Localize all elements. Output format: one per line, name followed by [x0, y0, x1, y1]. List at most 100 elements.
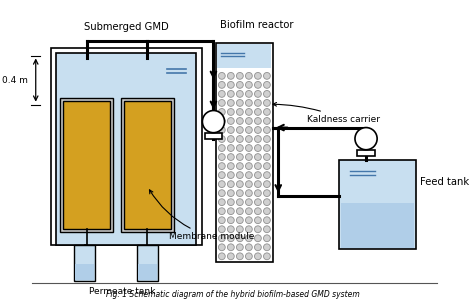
Text: 0.4 m: 0.4 m — [2, 76, 28, 84]
Circle shape — [228, 235, 234, 242]
Circle shape — [255, 253, 261, 260]
Circle shape — [219, 109, 225, 115]
Circle shape — [255, 109, 261, 115]
Bar — [217, 45, 272, 68]
Bar — [124, 101, 171, 229]
Bar — [341, 203, 414, 248]
Circle shape — [237, 81, 243, 88]
Circle shape — [246, 118, 252, 124]
Circle shape — [228, 172, 234, 178]
Circle shape — [219, 253, 225, 260]
Circle shape — [255, 235, 261, 242]
Bar — [51, 48, 201, 245]
Circle shape — [237, 235, 243, 242]
Circle shape — [255, 244, 261, 251]
Circle shape — [228, 81, 234, 88]
Circle shape — [237, 136, 243, 142]
Circle shape — [237, 154, 243, 161]
Circle shape — [264, 118, 270, 124]
Circle shape — [255, 81, 261, 88]
Circle shape — [264, 217, 270, 223]
Circle shape — [237, 244, 243, 251]
Circle shape — [264, 199, 270, 206]
Circle shape — [246, 99, 252, 106]
Circle shape — [219, 190, 225, 196]
Circle shape — [237, 109, 243, 115]
Circle shape — [237, 226, 243, 233]
Circle shape — [246, 81, 252, 88]
Circle shape — [228, 72, 234, 79]
Circle shape — [264, 91, 270, 97]
Circle shape — [237, 163, 243, 169]
Bar — [75, 264, 94, 280]
Circle shape — [219, 145, 225, 151]
Circle shape — [264, 99, 270, 106]
Circle shape — [219, 99, 225, 106]
Circle shape — [264, 190, 270, 196]
Circle shape — [237, 217, 243, 223]
Circle shape — [219, 199, 225, 206]
Circle shape — [246, 136, 252, 142]
Circle shape — [219, 126, 225, 134]
Circle shape — [237, 190, 243, 196]
Text: Biofilm reactor: Biofilm reactor — [220, 20, 294, 30]
Circle shape — [219, 181, 225, 188]
Circle shape — [246, 217, 252, 223]
Circle shape — [228, 109, 234, 115]
Circle shape — [255, 126, 261, 134]
Circle shape — [246, 145, 252, 151]
Circle shape — [255, 136, 261, 142]
Circle shape — [228, 244, 234, 251]
Circle shape — [255, 145, 261, 151]
Circle shape — [264, 253, 270, 260]
Circle shape — [246, 126, 252, 134]
Circle shape — [246, 226, 252, 233]
Circle shape — [246, 172, 252, 178]
Bar — [61, 98, 113, 232]
Circle shape — [228, 163, 234, 169]
Circle shape — [264, 163, 270, 169]
Circle shape — [246, 253, 252, 260]
Circle shape — [246, 91, 252, 97]
Circle shape — [219, 163, 225, 169]
Circle shape — [264, 226, 270, 233]
Circle shape — [219, 91, 225, 97]
Circle shape — [228, 181, 234, 188]
Text: Submerged GMD: Submerged GMD — [84, 22, 168, 32]
Circle shape — [246, 72, 252, 79]
Circle shape — [355, 128, 377, 150]
Bar — [339, 160, 416, 250]
Circle shape — [219, 235, 225, 242]
Bar — [137, 245, 158, 282]
Circle shape — [255, 118, 261, 124]
Circle shape — [228, 91, 234, 97]
Circle shape — [264, 181, 270, 188]
Text: Feed tank: Feed tank — [420, 177, 469, 187]
Bar — [64, 101, 110, 229]
Circle shape — [264, 154, 270, 161]
Circle shape — [255, 217, 261, 223]
Circle shape — [255, 199, 261, 206]
Circle shape — [264, 208, 270, 215]
Circle shape — [228, 199, 234, 206]
Circle shape — [255, 208, 261, 215]
Circle shape — [264, 235, 270, 242]
Circle shape — [255, 91, 261, 97]
Circle shape — [219, 217, 225, 223]
Circle shape — [255, 181, 261, 188]
Circle shape — [237, 199, 243, 206]
Bar — [121, 98, 174, 232]
Bar — [138, 264, 157, 280]
Circle shape — [228, 118, 234, 124]
Bar — [56, 53, 196, 245]
Circle shape — [264, 109, 270, 115]
Circle shape — [246, 235, 252, 242]
Bar — [216, 43, 273, 262]
Circle shape — [255, 172, 261, 178]
Circle shape — [246, 181, 252, 188]
Text: Fig. 1 Schematic diagram of the hybrid biofilm-based GMD system: Fig. 1 Schematic diagram of the hybrid b… — [106, 290, 359, 299]
Circle shape — [228, 126, 234, 134]
Circle shape — [228, 145, 234, 151]
Circle shape — [228, 208, 234, 215]
Circle shape — [202, 111, 225, 133]
